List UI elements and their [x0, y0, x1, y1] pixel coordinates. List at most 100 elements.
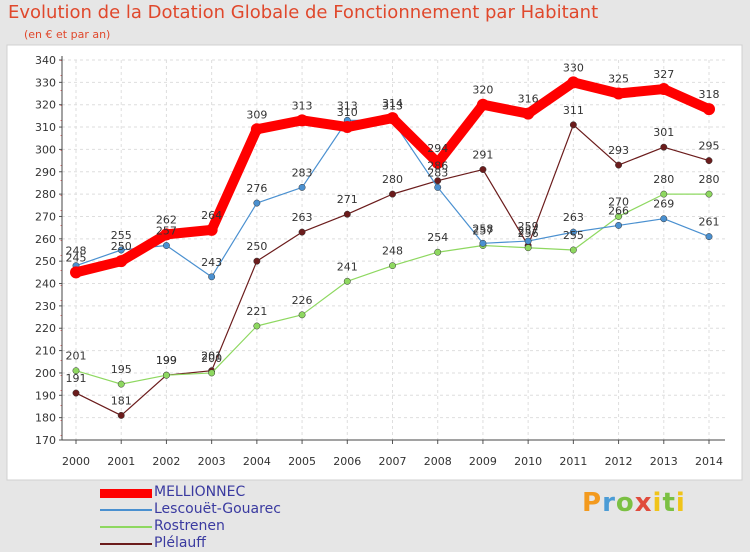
data-point-plelauff: [434, 177, 442, 185]
data-point-lescouet-gouarec: [298, 183, 306, 191]
data-label-rostrenen: 280: [653, 173, 674, 186]
data-point-plelauff: [705, 157, 713, 165]
data-label-plelauff: 295: [699, 140, 720, 153]
y-tick-label: 330: [35, 76, 56, 89]
legend-label: Plélauff: [154, 535, 206, 551]
y-tick-label: 270: [35, 210, 56, 223]
data-label-mellionnec: 316: [518, 93, 539, 106]
data-label-rostrenen: 280: [699, 173, 720, 186]
x-tick-label: 2009: [469, 455, 497, 468]
data-label-plelauff: 293: [608, 144, 629, 157]
data-point-rostrenen: [208, 369, 216, 377]
y-tick-label: 230: [35, 300, 56, 313]
data-point-plelauff: [615, 161, 623, 169]
data-label-rostrenen: 221: [246, 305, 267, 318]
data-label-rostrenen: 270: [608, 195, 629, 208]
data-label-lescouet-gouarec: 258: [472, 222, 493, 235]
data-point-rostrenen: [434, 248, 442, 256]
data-point-lescouet-gouarec: [660, 215, 668, 223]
y-tick-label: 260: [35, 233, 56, 246]
data-point-rostrenen: [615, 213, 623, 220]
data-point-mellionnec: [431, 156, 444, 169]
data-point-rostrenen: [569, 246, 577, 254]
data-point-plelauff: [343, 210, 351, 218]
data-point-mellionnec: [115, 255, 128, 268]
x-tick-label: 2002: [152, 455, 180, 468]
x-tick-label: 2001: [107, 455, 135, 468]
y-tick-label: 190: [35, 389, 56, 402]
data-point-rostrenen: [117, 380, 125, 388]
data-label-mellionnec: 314: [382, 97, 403, 110]
data-label-rostrenen: 241: [337, 260, 358, 273]
y-tick-label: 170: [35, 434, 56, 447]
data-point-plelauff: [117, 411, 125, 419]
data-label-rostrenen: 200: [201, 352, 222, 365]
data-label-lescouet-gouarec: 248: [66, 245, 87, 258]
legend-swatch: [100, 543, 152, 545]
data-point-plelauff: [479, 166, 487, 173]
data-label-lescouet-gouarec: 263: [563, 211, 584, 224]
data-point-rostrenen: [72, 367, 80, 375]
data-point-lescouet-gouarec: [208, 273, 216, 281]
data-point-rostrenen: [524, 244, 532, 252]
data-point-plelauff: [569, 121, 577, 129]
data-point-lescouet-gouarec: [479, 239, 487, 247]
data-point-rostrenen: [298, 311, 306, 319]
data-label-mellionnec: 310: [337, 106, 358, 119]
chart-title: Evolution de la Dotation Globale de Fonc…: [8, 2, 599, 23]
data-label-lescouet-gouarec: 257: [156, 225, 177, 238]
data-point-mellionnec: [703, 103, 715, 116]
x-tick-label: 2003: [198, 455, 226, 468]
data-label-rostrenen: 255: [563, 229, 584, 242]
data-label-mellionnec: 245: [66, 251, 87, 264]
x-tick-label: 2004: [243, 455, 271, 468]
data-point-mellionnec: [341, 121, 354, 134]
data-label-plelauff: 201: [201, 350, 222, 363]
y-tick-label: 300: [35, 143, 56, 156]
data-point-lescouet-gouarec: [705, 233, 713, 241]
data-label-plelauff: 250: [246, 240, 267, 253]
x-tick-label: 2000: [62, 455, 90, 468]
data-point-mellionnec: [205, 223, 218, 236]
data-label-rostrenen: 195: [111, 363, 132, 376]
data-label-rostrenen: 256: [518, 227, 539, 240]
data-label-rostrenen: 199: [156, 354, 177, 367]
data-point-rostrenen: [343, 277, 351, 285]
data-label-rostrenen: 226: [292, 294, 313, 307]
data-point-rostrenen: [389, 262, 396, 270]
x-tick-label: 2013: [650, 455, 678, 468]
x-tick-label: 2008: [424, 455, 452, 468]
data-label-lescouet-gouarec: 313: [382, 99, 403, 112]
data-point-mellionnec: [386, 112, 399, 125]
data-label-rostrenen: 254: [427, 231, 448, 244]
data-label-plelauff: 291: [472, 149, 493, 162]
data-point-plelauff: [253, 257, 261, 265]
data-label-mellionnec: 320: [472, 84, 493, 97]
data-label-plelauff: 263: [292, 211, 313, 224]
data-point-plelauff: [389, 190, 396, 198]
data-label-lescouet-gouarec: 266: [608, 204, 629, 217]
y-tick-label: 310: [35, 121, 56, 134]
data-point-mellionnec: [296, 114, 309, 127]
data-label-mellionnec: 325: [608, 73, 629, 86]
data-label-lescouet-gouarec: 283: [292, 166, 313, 179]
data-point-lescouet-gouarec: [434, 183, 442, 191]
legend-swatch: [100, 526, 152, 528]
data-label-lescouet-gouarec: 243: [201, 256, 222, 269]
data-label-mellionnec: 313: [292, 99, 313, 112]
proxiti-logo: Proxiti: [582, 488, 686, 518]
data-label-plelauff: 199: [156, 354, 177, 367]
data-label-mellionnec: 262: [156, 213, 177, 226]
data-label-mellionnec: 327: [653, 68, 674, 81]
data-label-plelauff: 181: [111, 394, 132, 407]
data-label-mellionnec: 330: [563, 61, 584, 74]
data-point-rostrenen: [253, 322, 261, 330]
legend-label: Lescouët-Gouarec: [154, 501, 281, 517]
data-point-mellionnec: [657, 83, 670, 96]
data-point-plelauff: [298, 228, 306, 236]
data-point-lescouet-gouarec: [569, 228, 577, 236]
data-point-rostrenen: [162, 371, 170, 379]
data-point-lescouet-gouarec: [615, 221, 623, 229]
x-tick-label: 2011: [559, 455, 587, 468]
